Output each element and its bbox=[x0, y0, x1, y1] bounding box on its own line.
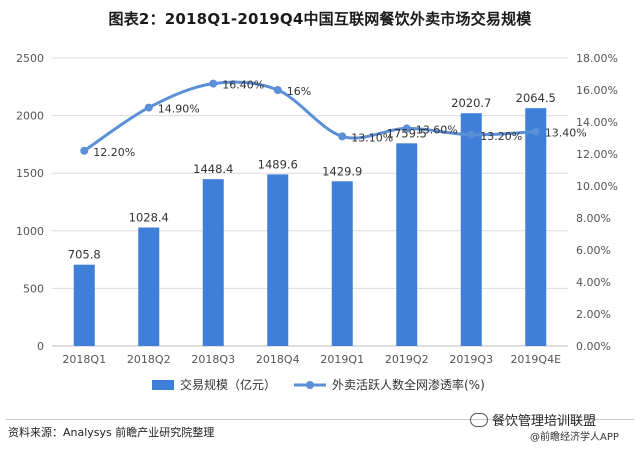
line-value-label: 16.40% bbox=[222, 79, 264, 92]
legend-line-marker bbox=[306, 381, 314, 389]
wechat-icon bbox=[470, 412, 488, 427]
line-value-label: 13.20% bbox=[480, 130, 522, 143]
watermark-brand-text: 餐饮管理培训联盟 bbox=[492, 414, 597, 429]
y-left-tick-label: 1000 bbox=[16, 225, 44, 238]
x-tick-label: 2018Q1 bbox=[62, 353, 106, 366]
y-left-tick-label: 500 bbox=[23, 282, 44, 295]
x-tick-label: 2018Q4 bbox=[256, 353, 300, 366]
line-point bbox=[467, 130, 476, 139]
y-left-tick-label: 1500 bbox=[16, 167, 44, 180]
bar bbox=[396, 143, 418, 346]
legend-line-label: 外卖活跃人数全网渗透率(%) bbox=[332, 377, 485, 392]
y-right-tick-label: 14.00% bbox=[576, 116, 618, 129]
x-tick-label: 2018Q3 bbox=[191, 353, 235, 366]
bar-value-label: 1759.5 bbox=[387, 126, 427, 140]
line-point bbox=[531, 127, 540, 136]
bar-value-label: 1028.4 bbox=[129, 211, 169, 225]
y-right-tick-label: 18.00% bbox=[576, 52, 618, 65]
y-left-tick-label: 2500 bbox=[16, 52, 44, 65]
line-point bbox=[273, 86, 282, 94]
y-left-tick-label: 0 bbox=[37, 340, 44, 353]
source-note: 资料来源：Analysys 前瞻产业研究院整理 bbox=[8, 426, 215, 439]
x-tick-label: 2018Q2 bbox=[127, 353, 171, 366]
bar bbox=[525, 108, 547, 346]
y-right-tick-label: 4.00% bbox=[576, 276, 611, 289]
legend-bar-label: 交易规模（亿元） bbox=[180, 377, 276, 392]
bar-value-label: 1429.9 bbox=[322, 164, 362, 178]
watermark-brand: 餐饮管理培训联盟 bbox=[470, 410, 596, 429]
line-value-label: 13.60% bbox=[416, 123, 458, 136]
bar bbox=[73, 264, 95, 346]
bar bbox=[331, 181, 353, 346]
y-right-tick-label: 12.00% bbox=[576, 148, 618, 161]
footer-divider bbox=[6, 419, 634, 420]
line-value-label: 12.20% bbox=[93, 146, 135, 159]
bar-value-label: 2020.7 bbox=[451, 96, 491, 110]
bar-value-label: 2064.5 bbox=[516, 91, 556, 105]
line-value-label: 14.90% bbox=[158, 103, 200, 116]
bar bbox=[202, 179, 224, 346]
line-point bbox=[338, 132, 347, 141]
line-value-label: 13.10% bbox=[351, 131, 393, 144]
line-point bbox=[80, 146, 89, 155]
y-right-tick-label: 2.00% bbox=[576, 308, 611, 321]
y-right-tick-label: 0.00% bbox=[576, 340, 611, 353]
line-point bbox=[144, 103, 153, 112]
legend-bar-swatch bbox=[152, 380, 174, 390]
bar-value-label: 1448.4 bbox=[193, 162, 233, 176]
bar bbox=[267, 174, 289, 346]
bar-value-label: 1489.6 bbox=[258, 157, 298, 171]
line-point bbox=[402, 124, 411, 133]
series-line bbox=[83, 80, 536, 153]
x-tick-label: 2019Q1 bbox=[320, 353, 364, 366]
y-right-tick-label: 6.00% bbox=[576, 244, 611, 257]
line-point bbox=[209, 79, 218, 88]
x-tick-label: 2019Q3 bbox=[449, 353, 493, 366]
bar bbox=[138, 227, 160, 346]
y-left-tick-label: 2000 bbox=[16, 110, 44, 123]
bar bbox=[460, 113, 482, 346]
y-right-tick-label: 8.00% bbox=[576, 212, 611, 225]
line-value-label: 13.40% bbox=[545, 127, 587, 140]
x-tick-label: 2019Q2 bbox=[385, 353, 429, 366]
bar-value-label: 705.8 bbox=[68, 248, 101, 262]
chart-title: 图表2：2018Q1-2019Q4中国互联网餐饮外卖市场交易规模 bbox=[108, 10, 532, 28]
line-value-label: 16% bbox=[287, 85, 311, 98]
x-tick-label: 2019Q4E bbox=[510, 353, 561, 366]
watermark-sub: @前瞻经济学人APP bbox=[530, 432, 619, 443]
y-right-tick-label: 10.00% bbox=[576, 180, 618, 193]
y-right-tick-label: 16.00% bbox=[576, 84, 618, 97]
